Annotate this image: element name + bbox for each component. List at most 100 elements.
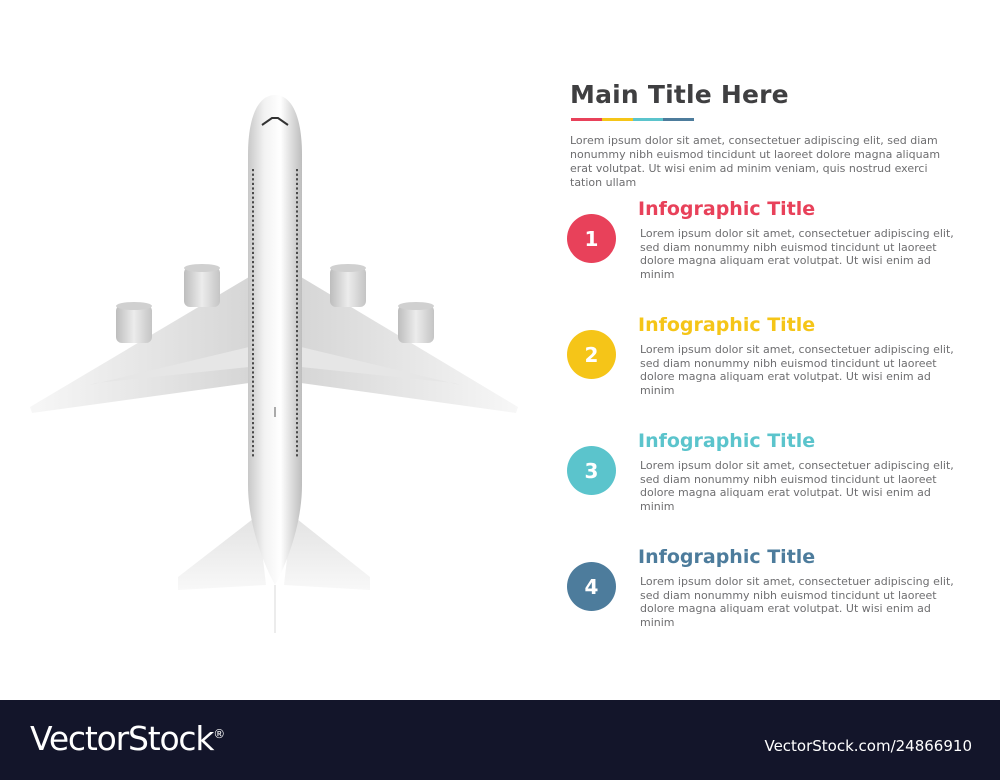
right-outer-engine xyxy=(398,302,434,343)
cabin-window xyxy=(296,389,298,392)
cabin-window xyxy=(296,274,298,277)
cabin-window xyxy=(296,380,298,383)
cabin-window xyxy=(252,362,254,365)
cabin-window xyxy=(252,357,254,360)
cabin-window xyxy=(296,362,298,365)
cabin-window xyxy=(296,325,298,328)
cabin-window xyxy=(252,408,254,411)
cabin-window xyxy=(252,454,254,457)
cabin-window xyxy=(296,251,298,254)
cabin-window xyxy=(252,178,254,181)
cabin-window xyxy=(252,389,254,392)
cabin-window xyxy=(252,293,254,296)
cabin-window xyxy=(296,449,298,452)
right-inner-engine xyxy=(330,264,366,307)
cabin-window xyxy=(296,284,298,287)
step-title: Infographic Title xyxy=(638,198,816,220)
cabin-window xyxy=(252,192,254,195)
cabin-window xyxy=(296,297,298,300)
cabin-window xyxy=(296,228,298,231)
cabin-window xyxy=(252,330,254,333)
cabin-window xyxy=(252,445,254,448)
step-description: Lorem ipsum dolor sit amet, consectetuer… xyxy=(640,227,954,281)
cabin-window xyxy=(296,233,298,236)
cabin-windows-left xyxy=(252,169,254,457)
cabin-window xyxy=(296,256,298,259)
cabin-window xyxy=(296,376,298,379)
cabin-window xyxy=(296,385,298,388)
cabin-window xyxy=(296,196,298,199)
cabin-window xyxy=(296,224,298,227)
cabin-window xyxy=(296,307,298,310)
cabin-window xyxy=(296,173,298,176)
cabin-window xyxy=(296,215,298,218)
cabin-window xyxy=(252,261,254,264)
cabin-window xyxy=(252,302,254,305)
cabin-window xyxy=(252,284,254,287)
left-wing xyxy=(30,277,249,413)
step-description: Lorem ipsum dolor sit amet, consectetuer… xyxy=(640,343,954,397)
cabin-window xyxy=(252,279,254,282)
cabin-window xyxy=(296,412,298,415)
cabin-window xyxy=(252,417,254,420)
cabin-window xyxy=(252,233,254,236)
cabin-windows-right xyxy=(296,169,298,457)
cabin-window xyxy=(296,435,298,438)
cabin-window xyxy=(296,205,298,208)
step-number-badge: 2 xyxy=(567,330,616,379)
cabin-window xyxy=(252,339,254,342)
cabin-window xyxy=(296,311,298,314)
cabin-window xyxy=(296,371,298,374)
step-number-badge: 4 xyxy=(567,562,616,611)
title-color-rule xyxy=(571,118,694,121)
step-1: 1 Infographic Title Lorem ipsum dolor si… xyxy=(566,198,966,298)
image-id-credit: VectorStock.com/24866910 xyxy=(764,737,972,755)
cabin-window xyxy=(252,228,254,231)
cabin-window xyxy=(296,440,298,443)
intro-paragraph: Lorem ipsum dolor sit amet, consectetuer… xyxy=(570,134,941,189)
cabin-window xyxy=(296,320,298,323)
step-title: Infographic Title xyxy=(638,546,816,568)
cabin-window xyxy=(252,288,254,291)
cabin-window xyxy=(252,399,254,402)
cabin-window xyxy=(296,316,298,319)
cabin-window xyxy=(296,403,298,406)
cabin-window xyxy=(296,261,298,264)
cabin-window xyxy=(252,274,254,277)
cabin-window xyxy=(252,238,254,241)
cabin-window xyxy=(296,357,298,360)
main-title: Main Title Here xyxy=(570,80,789,109)
cabin-window xyxy=(296,399,298,402)
cabin-window xyxy=(296,192,298,195)
cabin-window xyxy=(252,182,254,185)
cabin-window xyxy=(296,293,298,296)
cabin-window xyxy=(252,449,254,452)
cockpit-windows xyxy=(261,117,289,126)
cabin-window xyxy=(296,348,298,351)
cabin-window xyxy=(252,376,254,379)
left-outer-engine xyxy=(116,302,152,343)
cabin-window xyxy=(252,431,254,434)
cabin-window xyxy=(296,178,298,181)
cabin-window xyxy=(252,435,254,438)
cabin-window xyxy=(252,353,254,356)
cabin-window xyxy=(296,394,298,397)
cabin-window xyxy=(296,169,298,172)
rule-segment-red xyxy=(571,118,602,121)
registered-mark: ® xyxy=(213,727,226,741)
cabin-window xyxy=(296,343,298,346)
cabin-window xyxy=(296,265,298,268)
cabin-window xyxy=(296,279,298,282)
cabin-window xyxy=(296,445,298,448)
step-2: 2 Infographic Title Lorem ipsum dolor si… xyxy=(566,314,966,414)
cabin-window xyxy=(296,210,298,213)
cabin-window xyxy=(296,201,298,204)
cabin-window xyxy=(252,371,254,374)
cabin-window xyxy=(296,334,298,337)
cabin-window xyxy=(296,408,298,411)
step-title: Infographic Title xyxy=(638,430,816,452)
step-description: Lorem ipsum dolor sit amet, consectetuer… xyxy=(640,459,954,513)
vectorstock-logo: VectorStock® xyxy=(30,719,225,758)
cabin-window xyxy=(252,187,254,190)
step-4: 4 Infographic Title Lorem ipsum dolor si… xyxy=(566,546,966,646)
